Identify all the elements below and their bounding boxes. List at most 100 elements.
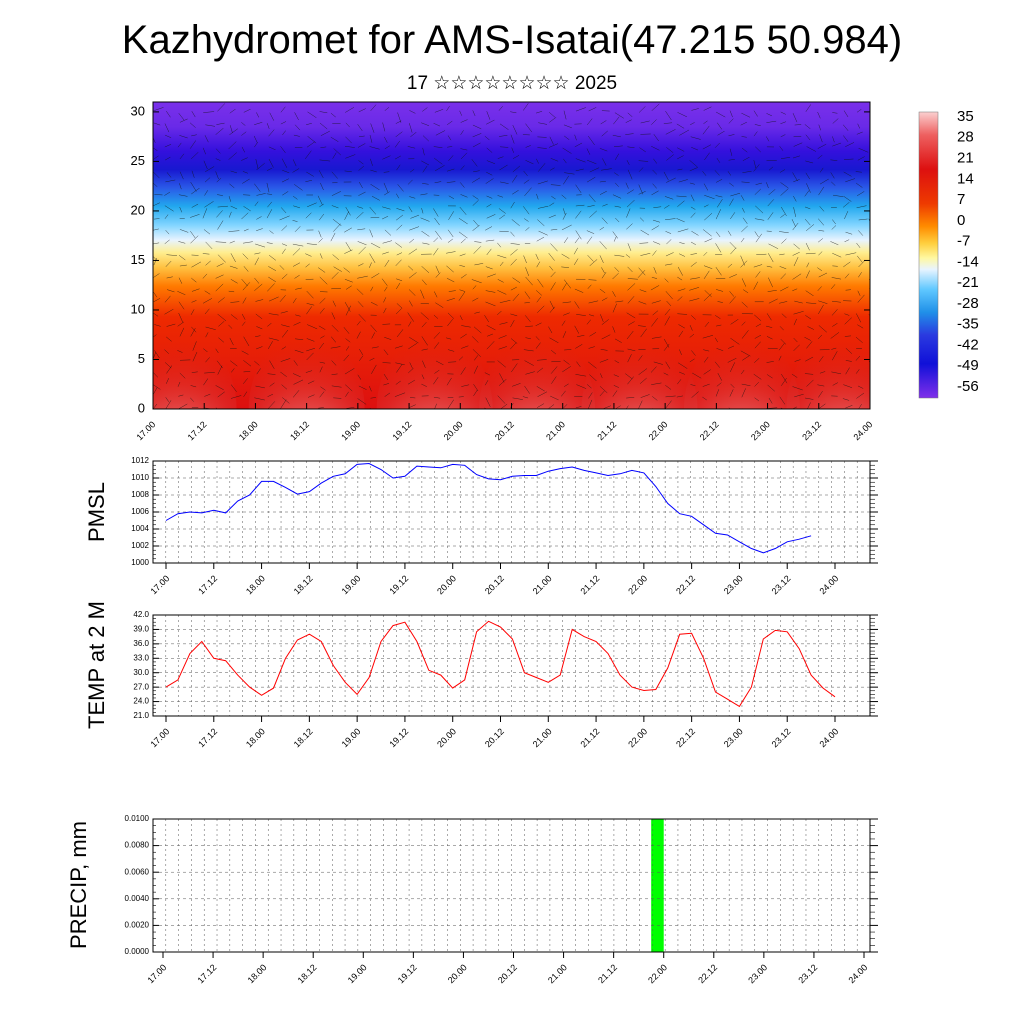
wind-vector <box>522 396 529 399</box>
wind-vector <box>294 274 300 279</box>
temp-y-tick-label: 39.0 <box>133 625 149 634</box>
wind-vector <box>497 395 506 404</box>
wind-vector <box>754 381 760 387</box>
wind-vector <box>177 381 181 387</box>
wind-vector <box>474 311 480 314</box>
wind-vector <box>664 278 669 283</box>
wind-vector <box>831 181 836 186</box>
wind-vector <box>767 212 774 220</box>
x-tick-label: 17.00 <box>134 419 157 442</box>
wind-vector <box>563 404 568 409</box>
colorbar-label: 28 <box>957 129 974 146</box>
wind-vector <box>871 241 880 243</box>
wind-vector <box>241 313 246 320</box>
wind-vector <box>637 269 646 278</box>
wind-vector <box>766 265 773 268</box>
wind-vector <box>818 272 828 278</box>
wind-vector <box>562 282 567 291</box>
temp-x-tick-label: 17.12 <box>196 726 219 749</box>
wind-vector <box>344 249 353 254</box>
wind-vector <box>178 301 185 310</box>
wind-vector <box>268 129 275 137</box>
wind-vector <box>433 208 439 217</box>
wind-vector <box>857 123 861 129</box>
wind-vector <box>266 167 273 171</box>
wind-vector <box>281 329 289 338</box>
wind-vector <box>202 298 213 304</box>
wind-vector <box>369 206 377 215</box>
wind-vector <box>164 123 170 133</box>
wind-vector <box>243 241 253 244</box>
wind-vector <box>268 146 276 151</box>
wind-vector <box>512 383 521 387</box>
wind-vector <box>190 397 194 402</box>
wind-vector <box>357 301 364 308</box>
wind-vector <box>665 231 672 234</box>
wind-vector <box>497 360 506 368</box>
wind-vector <box>254 360 260 366</box>
wind-vector <box>588 194 596 203</box>
wind-vector <box>344 170 352 173</box>
wind-vector <box>306 352 314 361</box>
x-tick-label: 20.00 <box>442 419 465 442</box>
wind-vector <box>689 358 695 363</box>
wind-vector <box>217 254 226 263</box>
wind-vector <box>563 312 570 316</box>
warm-core-0 <box>153 334 237 409</box>
wind-vector <box>191 326 197 333</box>
y-tick-label: 5 <box>138 351 145 366</box>
pmsl-ylabel: PMSL <box>84 482 109 542</box>
wind-vector <box>691 315 696 320</box>
wind-vector <box>446 298 455 302</box>
wind-vector <box>626 223 633 230</box>
wind-vector <box>639 242 649 244</box>
wind-vector <box>689 182 695 185</box>
wind-vector <box>153 291 158 298</box>
wind-vector <box>499 322 508 325</box>
wind-vector <box>333 148 341 156</box>
wind-vector <box>599 288 606 294</box>
wind-vector <box>255 335 261 338</box>
temp-grid <box>152 614 871 717</box>
wind-vector <box>691 230 699 236</box>
wind-vector <box>587 284 592 289</box>
wind-vector <box>857 385 864 389</box>
precip-grid <box>152 818 871 953</box>
wind-vector <box>781 313 787 319</box>
wind-vector <box>742 217 748 224</box>
wind-vector <box>409 337 419 344</box>
wind-vector <box>537 359 547 361</box>
precip-x-tick-label: 21.00 <box>546 962 569 985</box>
precip-bars <box>651 819 664 952</box>
wind-vector <box>523 255 527 264</box>
wind-vector <box>640 394 650 398</box>
wind-vector <box>843 261 851 268</box>
wind-vector <box>421 266 430 274</box>
wind-vector <box>241 212 249 220</box>
wind-vector <box>740 237 745 243</box>
wind-vector <box>346 407 355 409</box>
wind-vector <box>819 206 825 212</box>
pmsl-x-tick-label: 19.00 <box>340 573 363 596</box>
wind-vector <box>818 218 825 226</box>
wind-vector <box>536 236 545 242</box>
wind-vector <box>319 366 323 373</box>
wind-vector <box>780 182 789 189</box>
pmsl-x-tick-label: 20.12 <box>483 573 506 596</box>
wind-vector <box>486 214 496 219</box>
wind-vector <box>858 404 862 409</box>
wind-vector <box>446 251 456 254</box>
temp-ylabel: TEMP at 2 M <box>84 601 109 729</box>
colorbar-label: -49 <box>957 357 979 374</box>
wind-vector <box>855 355 861 361</box>
wind-vector <box>793 344 800 352</box>
wind-vector <box>153 228 159 231</box>
wind-vector <box>204 135 209 143</box>
wind-vector <box>651 336 662 339</box>
wind-vector <box>869 170 870 171</box>
wind-vector <box>345 154 356 159</box>
wind-vector <box>538 230 548 236</box>
wind-vector <box>510 286 517 291</box>
wind-vector <box>574 288 584 293</box>
wind-vector <box>306 243 317 245</box>
